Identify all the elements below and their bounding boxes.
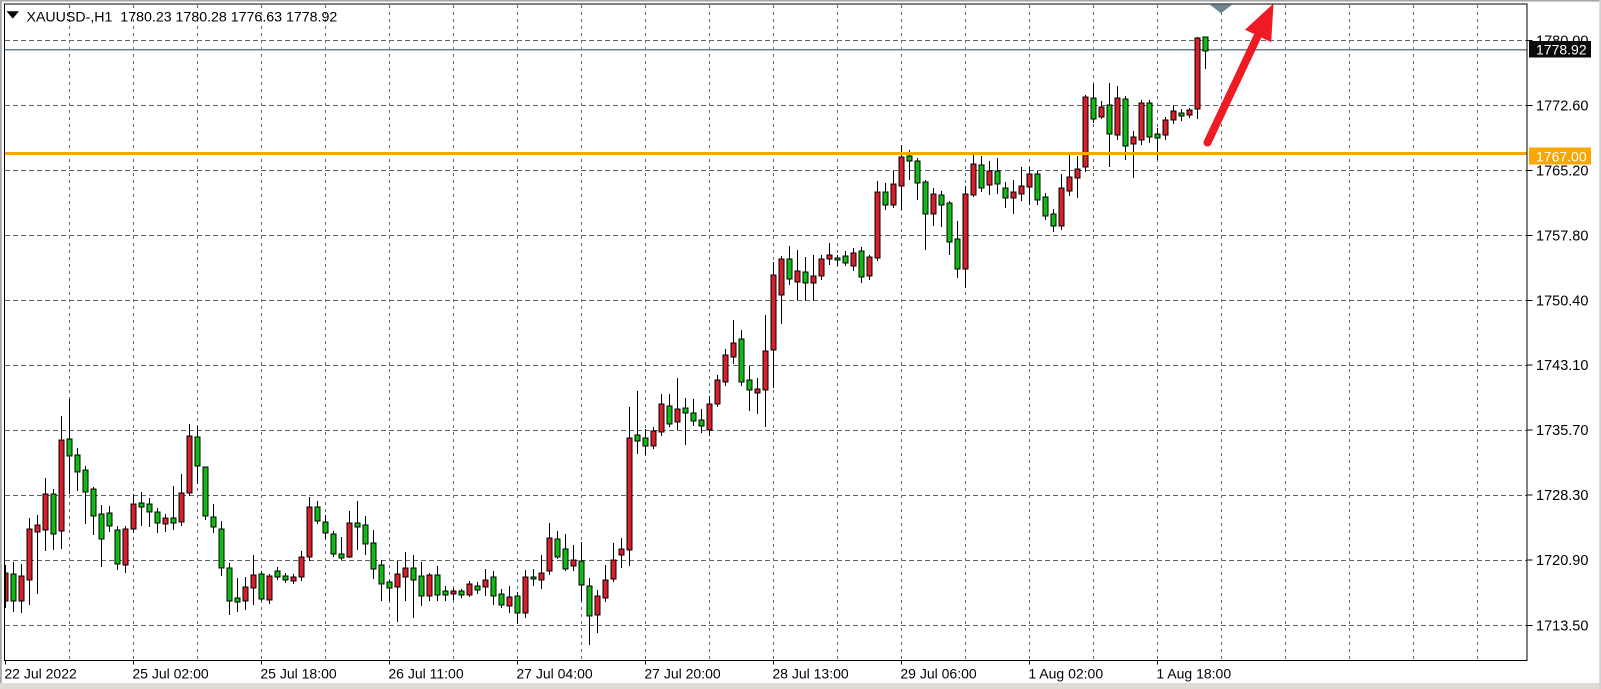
svg-text:1750.40: 1750.40 [1536, 294, 1588, 310]
svg-text:1778.92: 1778.92 [1536, 42, 1587, 58]
svg-text:26 Jul 11:00: 26 Jul 11:00 [388, 666, 463, 682]
svg-text:27 Jul 20:00: 27 Jul 20:00 [644, 666, 720, 682]
svg-text:27 Jul 04:00: 27 Jul 04:00 [516, 666, 592, 682]
svg-text:25 Jul 02:00: 25 Jul 02:00 [132, 666, 208, 682]
svg-text:1757.80: 1757.80 [1536, 229, 1588, 245]
svg-text:1 Aug 18:00: 1 Aug 18:00 [1156, 666, 1231, 682]
svg-text:1735.70: 1735.70 [1536, 423, 1588, 439]
svg-text:XAUUSD-,H1 1780.23 1780.28 17: XAUUSD-,H1 1780.23 1780.28 1776.63 1778.… [27, 10, 338, 26]
svg-text:29 Jul 06:00: 29 Jul 06:00 [900, 666, 976, 682]
svg-text:28 Jul 13:00: 28 Jul 13:00 [772, 666, 848, 682]
svg-text:1720.90: 1720.90 [1536, 553, 1588, 569]
svg-text:22 Jul 2022: 22 Jul 2022 [4, 666, 77, 682]
svg-text:1728.30: 1728.30 [1536, 488, 1588, 504]
svg-text:1713.50: 1713.50 [1536, 618, 1588, 634]
svg-text:1765.20: 1765.20 [1536, 164, 1588, 180]
svg-text:25 Jul 18:00: 25 Jul 18:00 [260, 666, 336, 682]
svg-text:1767.00: 1767.00 [1536, 149, 1587, 165]
svg-text:1772.60: 1772.60 [1536, 98, 1588, 114]
svg-text:1743.10: 1743.10 [1536, 358, 1588, 374]
svg-text:1 Aug 02:00: 1 Aug 02:00 [1028, 666, 1103, 682]
